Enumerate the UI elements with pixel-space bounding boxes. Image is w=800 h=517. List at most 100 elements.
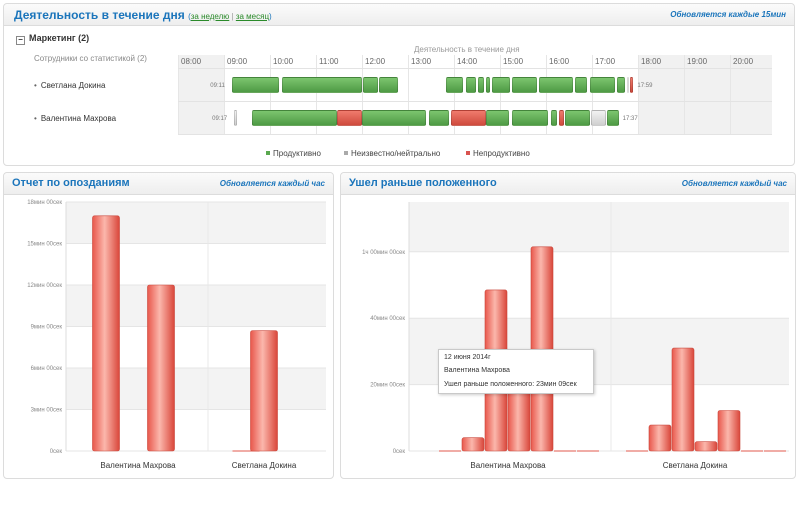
group-label: Маркетинг (2) [29,33,90,43]
legend-neutral: Неизвестно/нейтрально [344,149,440,158]
y-tick-label: 18мин 00сек [27,200,62,206]
activity-segment-prod[interactable] [445,77,464,93]
activity-segment-prod[interactable] [486,110,510,126]
employee-name: Светлана Докина [34,81,106,90]
activity-segment-prod[interactable] [550,110,558,126]
activity-segment-prod[interactable] [512,77,537,93]
group-marketing[interactable]: − Маркетинг (2) [16,33,89,45]
row-separator [178,134,772,135]
activity-segment-prod[interactable] [486,77,490,93]
hour-label: 09:00 [224,55,270,68]
bar [147,284,175,452]
bar [92,215,120,452]
category-label: Светлана Докина [232,461,297,470]
category-label: Валентина Махрова [100,461,176,470]
activity-segment-prod[interactable] [363,77,379,93]
activity-segment-prod[interactable] [428,110,450,126]
legend-neutral-label: Неизвестно/нейтрально [351,149,441,158]
category-label: Валентина Махрова [470,461,546,470]
activity-panel: Деятельность в течение дня (за неделю | … [3,3,795,166]
legend-unproductive: Непродуктивно [466,149,530,158]
legend-unproductive-label: Непродуктивно [473,149,530,158]
productive-dot-icon [266,151,270,155]
hours-axis: 08:00 09:00 10:00 11:00 12:00 13:00 14:00 15:00… [178,55,772,68]
early-refresh-note: Обновляется каждый час [681,179,787,188]
neutral-dot-icon [344,151,348,155]
early-panel-header: Ушел раньше положенного Обновляется кажд… [341,173,795,195]
start-time-label: 09:17 [212,116,228,122]
y-tick-label: 0сек [50,449,63,455]
activity-segment-prod[interactable] [589,77,615,93]
y-tick-label: 12мин 00сек [27,283,62,289]
late-chart: 0сек 3мин 00сек 6мин 00сек 9мин 00сек 12мин … [27,200,326,470]
late-title: Отчет по опозданиям [12,177,130,189]
y-tick-label: 15мин 00сек [27,242,62,248]
activity-segment-prod[interactable] [232,77,280,93]
activity-title-text: Деятельность в течение дня [14,8,185,22]
tooltip-date: 12 июня 2014г [444,354,491,361]
period-links: (за неделю | за месяц) [188,12,272,21]
tooltip-value: Ушел раньше положенного: 23мин 09сек [444,381,577,388]
hour-label: 13:00 [408,55,454,68]
early-chart: 0сек 20мин 00сек 40мин 00сек 1ч 00мин 00сек… [362,202,789,470]
week-link[interactable]: за неделю [190,12,230,21]
timeline-header: Деятельность в течение дня [414,45,520,54]
activity-segment-prod[interactable] [465,77,477,93]
y-tick-label: 20мин 00сек [370,383,405,389]
late-panel-header: Отчет по опозданиям Обновляется каждый ч… [4,173,333,195]
activity-segment-prod[interactable] [282,77,362,93]
activity-segment-prod[interactable] [606,110,619,126]
activity-segment-prod[interactable] [251,110,337,126]
hour-label: 10:00 [270,55,316,68]
activity-segment-prod[interactable] [511,110,549,126]
early-leave-panel: Ушел раньше положенного Обновляется кажд… [340,172,796,479]
month-link[interactable]: за месяц [235,12,270,21]
category-label: Светлана Докина [663,461,728,470]
activity-segment-unprod[interactable] [558,110,565,126]
activity-segment-prod[interactable] [574,77,588,93]
hour-label: 18:00 [638,55,684,68]
activity-segment-unprod[interactable] [336,110,362,126]
row-separator [178,68,772,69]
early-title: Ушел раньше положенного [349,177,497,189]
grid-band [409,202,789,252]
collapse-icon[interactable]: − [16,36,25,45]
activity-segment-prod[interactable] [477,77,484,93]
activity-segment-unprod[interactable] [450,110,487,126]
chart-tooltip: 12 июня 2014г Валентина Махрова Ушел ран… [438,349,594,394]
bar [694,441,718,452]
off-hours-shade-head [178,55,224,68]
y-tick-label: 6мин 00сек [31,366,63,372]
bar [250,330,278,452]
activity-segment-prod[interactable] [379,77,398,93]
unproductive-dot-icon [466,151,470,155]
hour-label: 12:00 [362,55,408,68]
activity-segment-neutral[interactable] [591,110,606,126]
bar [461,437,485,452]
legend-productive: Продуктивно [266,149,321,158]
y-tick-label: 40мин 00сек [370,316,405,322]
activity-segment-neutral[interactable] [234,110,237,126]
start-time-label: 09:11 [210,83,225,89]
y-tick-label: 0сек [393,449,406,455]
link-separator: | [231,12,234,21]
end-time-label: 17:59 [637,83,653,89]
hour-label: 11:00 [316,55,362,68]
activity-segment-prod[interactable] [362,110,427,126]
tooltip-employee: Валентина Махрова [444,367,510,374]
activity-segment-neutral[interactable] [626,77,629,93]
legend-productive-label: Продуктивно [273,149,321,158]
end-time-label: 17:37 [622,116,638,122]
activity-segment-unprod[interactable] [629,77,634,93]
activity-segment-prod[interactable] [617,77,626,93]
hour-label: 16:00 [546,55,592,68]
hour-label: 14:00 [454,55,500,68]
activity-panel-header: Деятельность в течение дня (за неделю | … [4,4,794,26]
activity-segment-prod[interactable] [565,110,590,126]
hour-label: 08:00 [178,55,224,68]
hour-label: 20:00 [730,55,776,68]
row-separator [178,101,772,102]
employee-name: Валентина Махрова [34,114,116,123]
activity-segment-prod[interactable] [492,77,511,93]
activity-segment-prod[interactable] [539,77,573,93]
